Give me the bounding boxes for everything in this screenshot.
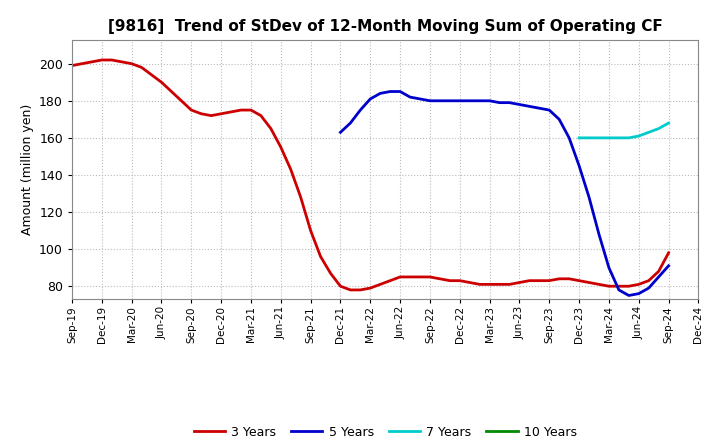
Legend: 3 Years, 5 Years, 7 Years, 10 Years: 3 Years, 5 Years, 7 Years, 10 Years: [189, 421, 582, 440]
Y-axis label: Amount (million yen): Amount (million yen): [21, 104, 34, 235]
Title: [9816]  Trend of StDev of 12-Month Moving Sum of Operating CF: [9816] Trend of StDev of 12-Month Moving…: [108, 19, 662, 34]
